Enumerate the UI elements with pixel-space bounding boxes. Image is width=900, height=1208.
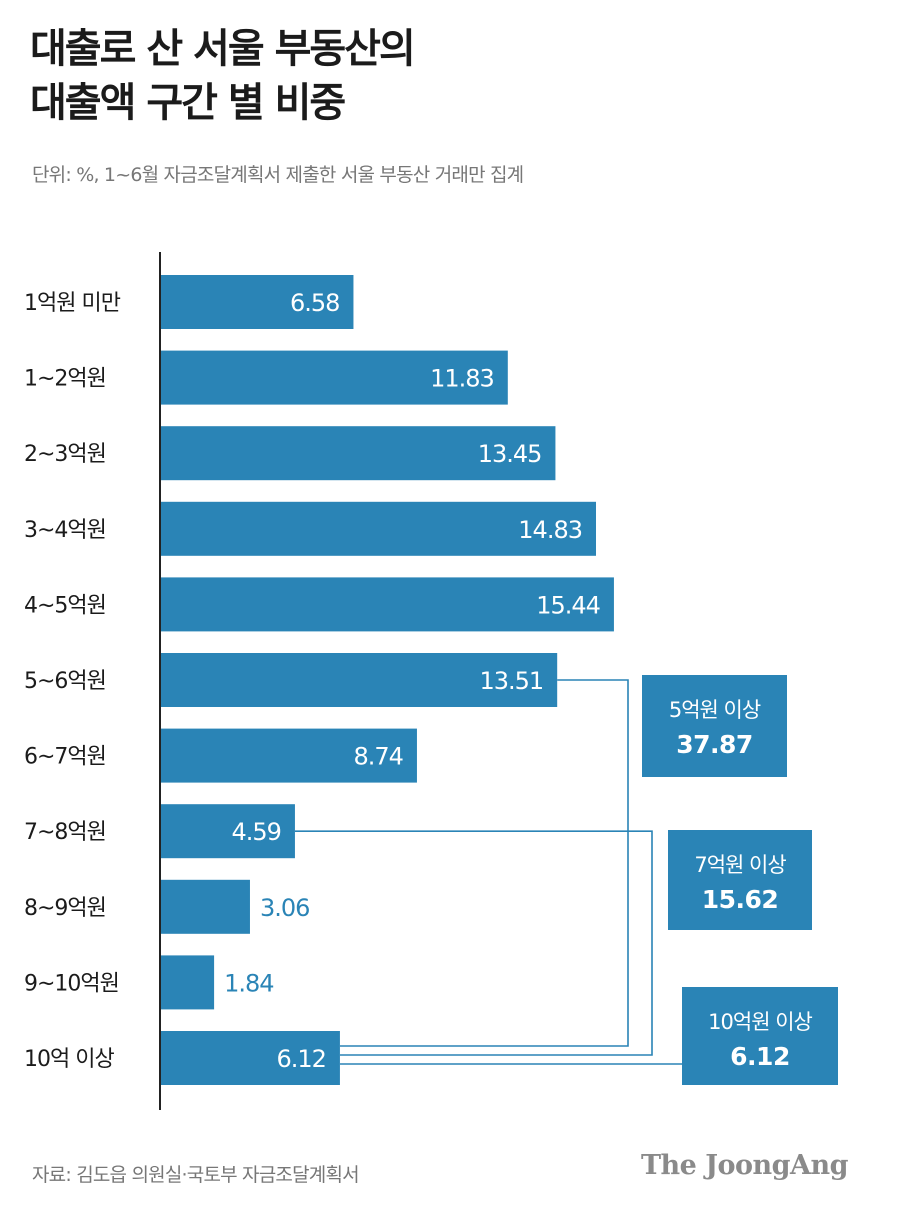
category-label-3: 2~3억원 [24,442,106,467]
annotation-value-2: 15.62 [702,885,779,914]
title-line-1: 대출로 산 서울 부동산의 [30,26,416,72]
category-label-7: 6~7억원 [24,745,106,770]
value-label-8: 4.59 [232,818,281,846]
bar-7 [160,728,417,783]
chart-subtitle: 단위: %, 1~6월 자금조달계획서 제출한 서울 부동산 거래만 집계 [32,164,524,186]
annotation-connector-1 [339,679,629,1047]
bar-4 [160,501,597,556]
annotation-box-3 [682,987,838,1085]
annotation-value-1: 37.87 [676,730,753,759]
bar-9 [160,879,250,934]
bar-5 [160,577,614,632]
value-label-1: 6.58 [290,289,339,317]
bar-8 [160,804,295,859]
bar-2 [160,350,508,405]
category-label-5: 4~5억원 [24,593,106,618]
value-label-3: 13.45 [478,440,542,468]
chart-title: 대출로 산 서울 부동산의 대출액 구간 별 비중 [30,22,416,130]
category-label-6: 5~6억원 [24,669,106,694]
category-label-10: 9~10억원 [24,971,119,996]
bar-3 [160,426,556,481]
value-label-4: 14.83 [518,516,582,544]
category-label-8: 7~8억원 [24,820,106,845]
value-label-5: 15.44 [536,591,600,619]
brand-logo: The JoongAng [640,1150,849,1181]
annotation-box-1 [642,675,787,777]
value-label-10: 1.84 [224,969,273,997]
value-label-6: 13.51 [479,667,543,695]
annotation-label-2: 7억원 이상 [694,853,786,877]
value-label-9: 3.06 [260,894,309,922]
category-label-1: 1억원 미만 [24,291,121,316]
category-label-2: 1~2억원 [24,367,106,392]
annotation-value-3: 6.12 [730,1042,790,1071]
value-label-11: 6.12 [276,1045,325,1073]
bar-6 [160,653,558,707]
source-note: 자료: 김도읍 의원실·국토부 자금조달계획서 [32,1164,360,1186]
annotation-box-2 [668,830,812,930]
annotation-connector-2 [294,830,653,1056]
value-label-7: 8.74 [354,743,403,771]
annotation-label-3: 10억원 이상 [708,1010,812,1034]
category-label-11: 10억 이상 [24,1047,114,1072]
bar-10 [160,955,215,1010]
title-line-2: 대출액 구간 별 비중 [30,80,346,126]
value-label-2: 11.83 [430,365,494,393]
bar-11 [160,1031,340,1085]
category-label-9: 8~9억원 [24,896,106,921]
annotation-label-1: 5억원 이상 [669,698,761,722]
bar-1 [160,275,354,329]
category-label-4: 3~4억원 [24,518,106,543]
